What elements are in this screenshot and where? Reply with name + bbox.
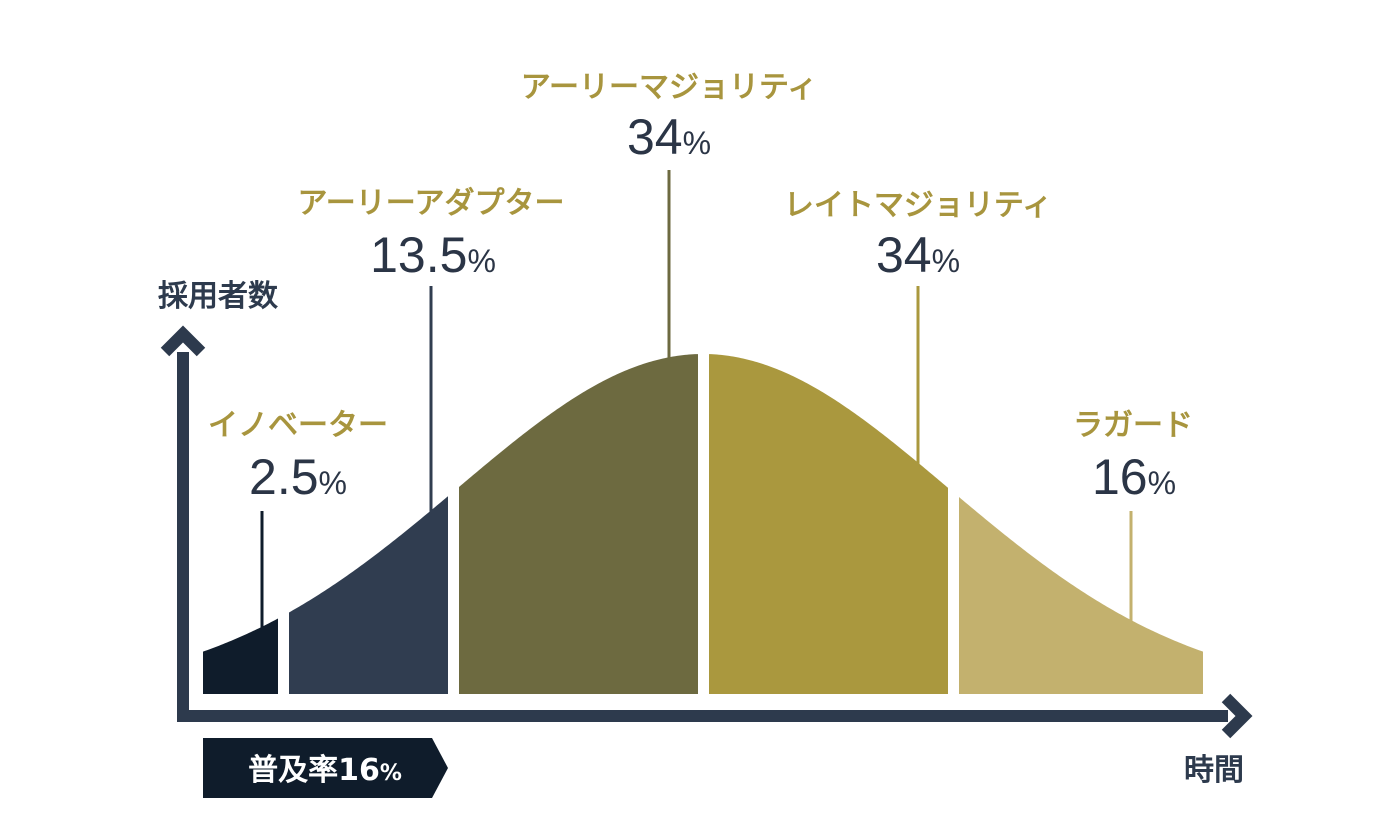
value-number: 34 <box>627 109 683 165</box>
value-unit: % <box>1148 465 1176 501</box>
label-innovators-value: 2.5% <box>249 449 347 505</box>
value-unit: % <box>319 465 347 501</box>
segment-laggards <box>959 497 1203 694</box>
x-axis-arrowhead <box>1221 693 1253 739</box>
label-early-majority-name: アーリーマジョリティ <box>521 70 817 105</box>
badge-shape <box>203 738 448 798</box>
badge-label: 普及率16% <box>248 753 402 788</box>
value-number: 2.5 <box>249 449 319 505</box>
value-number: 34 <box>876 227 932 283</box>
badge-label-text: 普及率16 <box>248 753 380 788</box>
segment-early-adopters <box>289 496 448 694</box>
segment-early-majority <box>459 354 698 694</box>
y-axis-arrowhead <box>160 325 206 357</box>
label-innovators-name: イノベーター <box>208 408 388 443</box>
label-early-adopters-value: 13.5% <box>370 227 496 283</box>
value-number: 13.5 <box>370 227 467 283</box>
label-late-majority-name: レイトマジョリティ <box>784 188 1052 223</box>
label-laggards-value: 16% <box>1092 449 1176 505</box>
label-laggards-name: ラガード <box>1073 408 1193 443</box>
segment-innovators <box>203 618 278 694</box>
axes <box>160 325 1253 739</box>
leader-lines <box>260 170 1133 667</box>
value-unit: % <box>467 243 495 279</box>
curve-segments <box>203 354 1203 694</box>
label-early-majority-value: 34% <box>627 109 711 165</box>
value-number: 16 <box>1092 449 1148 505</box>
segment-late-majority <box>709 354 948 694</box>
label-early-adopters-name: アーリーアダプター <box>298 186 565 221</box>
value-unit: % <box>932 243 960 279</box>
penetration-badge: 普及率16% <box>203 738 448 798</box>
label-late-majority-value: 34% <box>876 227 960 283</box>
badge-unit: % <box>380 761 402 786</box>
segment-labels: イノベーター 2.5% アーリーアダプター 13.5% アーリーマジョリティ 3… <box>208 70 1193 505</box>
x-axis-label: 時間 <box>1184 753 1244 788</box>
y-axis-label: 採用者数 <box>158 279 279 314</box>
value-unit: % <box>683 125 711 161</box>
